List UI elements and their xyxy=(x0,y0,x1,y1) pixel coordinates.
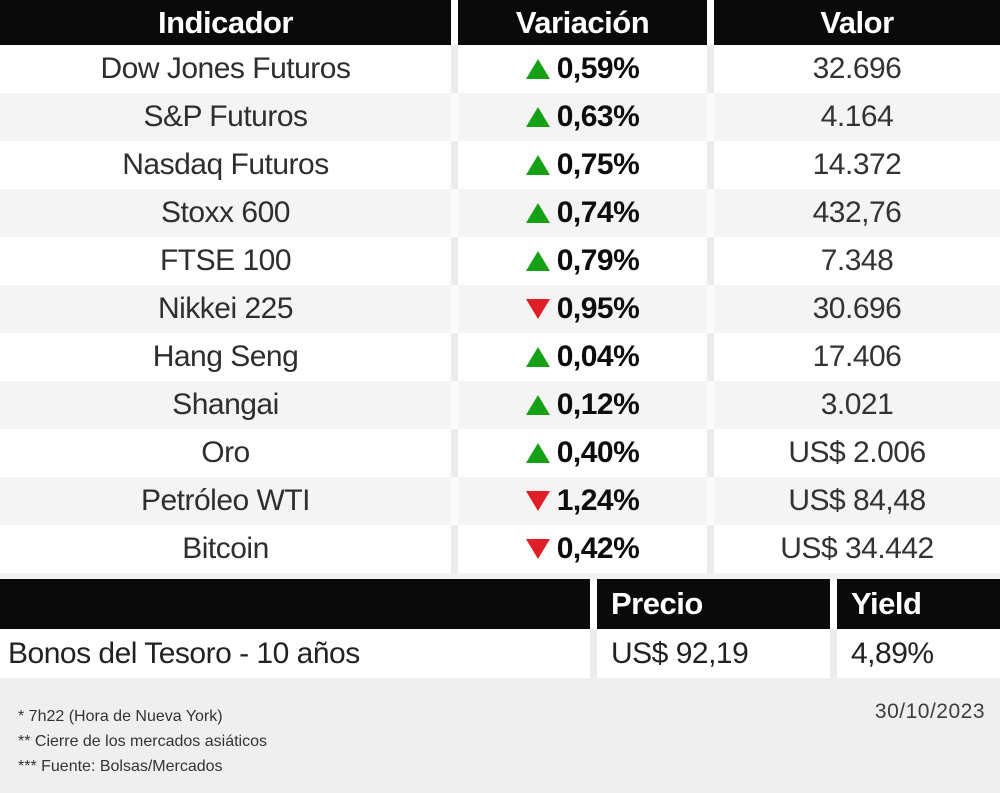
footnote: * 7h22 (Hora de Nueva York) xyxy=(18,708,223,725)
indicator-cell: Oro xyxy=(0,429,451,477)
market-table-header: Indicador Variación Valor xyxy=(0,0,1000,45)
bonds-table-row: Bonos del Tesoro - 10 años US$ 92,19 4,8… xyxy=(0,629,1000,678)
variation-value: 0,59% xyxy=(556,52,640,85)
col-header-blank xyxy=(0,579,590,629)
up-triangle-icon xyxy=(525,155,550,175)
variation-value: 1,24% xyxy=(556,484,640,517)
indicator-cell: FTSE 100 xyxy=(0,237,451,285)
table-row: FTSE 100 0,79% 7.348 xyxy=(0,237,1000,285)
table-row: Hang Seng 0,04% 17.406 xyxy=(0,333,1000,381)
value-cell: US$ 2.006 xyxy=(714,429,1000,477)
value-cell: 30.696 xyxy=(714,285,1000,333)
footnote: *** Fuente: Bolsas/Mercados xyxy=(18,758,223,775)
indicator-cell: Bitcoin xyxy=(0,525,451,573)
col-header-indicador: Indicador xyxy=(0,0,451,45)
col-header-valor: Valor xyxy=(714,0,1000,45)
value-cell: 17.406 xyxy=(714,333,1000,381)
variation-cell: 0,40% xyxy=(458,429,707,477)
bonds-table: Precio Yield Bonos del Tesoro - 10 años … xyxy=(0,579,1000,678)
up-triangle-icon xyxy=(525,59,550,79)
bond-yield: 4,89% xyxy=(837,629,1000,678)
down-triangle-icon xyxy=(525,299,550,319)
variation-cell: 0,42% xyxy=(458,525,707,573)
up-triangle-icon xyxy=(525,395,550,415)
footer: * 7h22 (Hora de Nueva York) ** Cierre de… xyxy=(0,678,1000,793)
bond-price: US$ 92,19 xyxy=(597,629,830,678)
variation-cell: 0,79% xyxy=(458,237,707,285)
variation-cell: 0,95% xyxy=(458,285,707,333)
col-header-precio: Precio xyxy=(597,579,830,629)
bonds-table-header: Precio Yield xyxy=(0,579,1000,629)
footnote: ** Cierre de los mercados asiáticos xyxy=(18,733,267,750)
indicator-cell: Nikkei 225 xyxy=(0,285,451,333)
up-triangle-icon xyxy=(525,251,550,271)
table-row: Stoxx 600 0,74% 432,76 xyxy=(0,189,1000,237)
up-triangle-icon xyxy=(525,347,550,367)
up-triangle-icon xyxy=(525,203,550,223)
table-row: Dow Jones Futuros 0,59% 32.696 xyxy=(0,45,1000,93)
variation-value: 0,79% xyxy=(556,244,640,277)
variation-value: 0,63% xyxy=(556,100,640,133)
indicator-cell: Hang Seng xyxy=(0,333,451,381)
value-cell: US$ 84,48 xyxy=(714,477,1000,525)
value-cell: US$ 34.442 xyxy=(714,525,1000,573)
value-cell: 14.372 xyxy=(714,141,1000,189)
variation-value: 0,95% xyxy=(556,292,640,325)
variation-cell: 0,75% xyxy=(458,141,707,189)
table-row: Oro 0,40% US$ 2.006 xyxy=(0,429,1000,477)
variation-value: 0,42% xyxy=(556,532,640,565)
variation-value: 0,12% xyxy=(556,388,640,421)
value-cell: 7.348 xyxy=(714,237,1000,285)
table-row: Nasdaq Futuros 0,75% 14.372 xyxy=(0,141,1000,189)
col-header-yield: Yield xyxy=(837,579,1000,629)
down-triangle-icon xyxy=(525,491,550,511)
value-cell: 32.696 xyxy=(714,45,1000,93)
market-table-body: Dow Jones Futuros 0,59% 32.696 S&P Futur… xyxy=(0,45,1000,573)
indicator-cell: Stoxx 600 xyxy=(0,189,451,237)
up-triangle-icon xyxy=(525,107,550,127)
value-cell: 4.164 xyxy=(714,93,1000,141)
bond-label: Bonos del Tesoro - 10 años xyxy=(0,629,590,678)
variation-value: 0,40% xyxy=(556,436,640,469)
variation-cell: 0,59% xyxy=(458,45,707,93)
variation-cell: 0,63% xyxy=(458,93,707,141)
value-cell: 432,76 xyxy=(714,189,1000,237)
market-table: Indicador Variación Valor Dow Jones Futu… xyxy=(0,0,1000,573)
variation-cell: 0,04% xyxy=(458,333,707,381)
indicator-cell: Nasdaq Futuros xyxy=(0,141,451,189)
down-triangle-icon xyxy=(525,539,550,559)
indicator-cell: S&P Futuros xyxy=(0,93,451,141)
value-cell: 3.021 xyxy=(714,381,1000,429)
section-divider xyxy=(0,573,1000,579)
indicator-cell: Shangai xyxy=(0,381,451,429)
variation-value: 0,75% xyxy=(556,148,640,181)
variation-value: 0,74% xyxy=(556,196,640,229)
table-row: Petróleo WTI 1,24% US$ 84,48 xyxy=(0,477,1000,525)
variation-value: 0,04% xyxy=(556,340,640,373)
variation-cell: 0,74% xyxy=(458,189,707,237)
indicator-cell: Petróleo WTI xyxy=(0,477,451,525)
table-row: S&P Futuros 0,63% 4.164 xyxy=(0,93,1000,141)
variation-cell: 0,12% xyxy=(458,381,707,429)
col-header-variacion: Variación xyxy=(458,0,707,45)
table-row: Shangai 0,12% 3.021 xyxy=(0,381,1000,429)
variation-cell: 1,24% xyxy=(458,477,707,525)
indicator-cell: Dow Jones Futuros xyxy=(0,45,451,93)
table-row: Bitcoin 0,42% US$ 34.442 xyxy=(0,525,1000,573)
table-row: Nikkei 225 0,95% 30.696 xyxy=(0,285,1000,333)
date-label: 30/10/2023 xyxy=(874,700,985,723)
up-triangle-icon xyxy=(525,443,550,463)
